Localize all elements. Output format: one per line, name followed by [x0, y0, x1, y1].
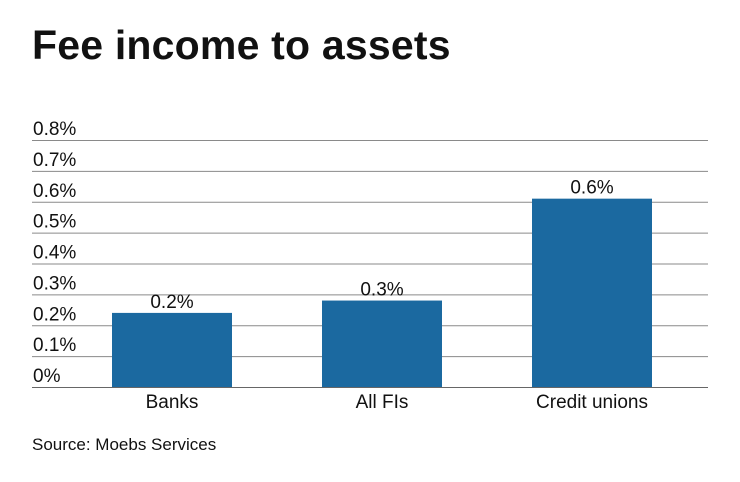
x-axis-category-labels: Banks All FIs Credit unions [146, 392, 648, 413]
y-tick-label: 0.3% [33, 273, 76, 294]
y-tick-label: 0.6% [33, 181, 76, 202]
source-note: Source: Moebs Services [32, 435, 217, 454]
bars [112, 198, 652, 387]
y-tick-label: 0% [33, 366, 61, 387]
bar [112, 312, 232, 387]
y-tick-label: 0.8% [33, 119, 76, 140]
data-labels: 0.2% 0.3% 0.6% [150, 178, 613, 313]
y-tick-label: 0.7% [33, 150, 76, 171]
y-tick-label: 0.2% [33, 304, 76, 325]
bar [532, 198, 652, 387]
x-category-label: Banks [146, 392, 199, 413]
x-category-label: All FIs [356, 392, 409, 413]
bar-data-label: 0.6% [570, 178, 613, 199]
y-tick-label: 0.5% [33, 212, 76, 233]
y-axis-tick-labels: 0% 0.1% 0.2% 0.3% 0.4% 0.5% 0.6% 0.7% 0.8% [33, 119, 76, 387]
bar-data-label: 0.3% [360, 280, 403, 301]
bar [322, 300, 442, 387]
y-tick-label: 0.4% [33, 243, 76, 264]
chart-title: Fee income to assets [32, 22, 451, 68]
x-category-label: Credit unions [536, 392, 648, 413]
y-tick-label: 0.1% [33, 335, 76, 356]
bar-data-label: 0.2% [150, 292, 193, 313]
